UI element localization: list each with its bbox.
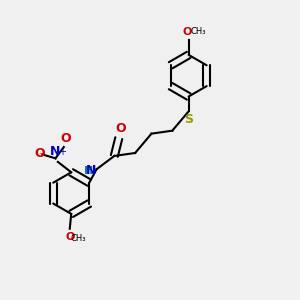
Text: O: O: [65, 232, 74, 242]
Text: O: O: [35, 147, 45, 160]
Text: O: O: [115, 122, 126, 135]
Text: O: O: [60, 132, 70, 145]
Text: CH₃: CH₃: [71, 234, 86, 243]
Text: H: H: [84, 166, 93, 176]
Text: +: +: [58, 147, 66, 158]
Text: S: S: [184, 113, 193, 126]
Text: N: N: [50, 145, 61, 158]
Text: CH₃: CH₃: [190, 27, 206, 36]
Text: O: O: [182, 27, 192, 37]
Text: N: N: [85, 164, 96, 177]
Text: ⁻: ⁻: [39, 152, 44, 161]
